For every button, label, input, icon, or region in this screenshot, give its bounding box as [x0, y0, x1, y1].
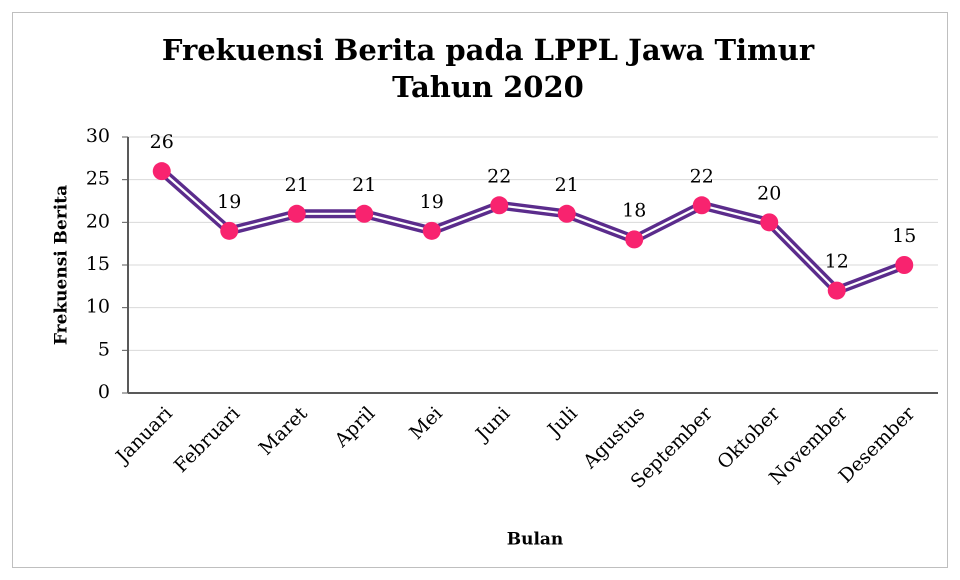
data-label: 21: [555, 174, 579, 196]
x-axis-title: Bulan: [507, 530, 564, 550]
data-label: 19: [420, 191, 444, 213]
marker: [895, 256, 914, 274]
marker: [827, 281, 846, 300]
data-label: 22: [690, 165, 714, 187]
data-label: 18: [622, 199, 646, 221]
data-label: 20: [757, 182, 781, 204]
marker: [287, 204, 306, 223]
data-label: 15: [892, 225, 916, 247]
marker: [692, 196, 711, 215]
marker: [220, 221, 239, 240]
data-label: 26: [150, 131, 174, 153]
y-tick-label: 20: [86, 210, 110, 232]
marker: [152, 162, 171, 181]
y-tick-label: 5: [98, 338, 110, 360]
marker: [355, 204, 374, 223]
chart-frame: [12, 12, 948, 568]
data-label: 22: [487, 165, 511, 187]
data-label: 12: [825, 251, 849, 273]
data-label: 21: [285, 174, 309, 196]
marker: [625, 230, 644, 249]
chart-title: Tahun 2020: [392, 70, 584, 104]
marker: [557, 204, 576, 223]
data-label: 19: [217, 191, 241, 213]
y-tick-label: 10: [86, 296, 110, 318]
y-tick-label: 30: [86, 125, 110, 147]
chart-title: Frekuensi Berita pada LPPL Jawa Timur: [162, 33, 815, 67]
y-axis-title: Frekuensi Berita: [52, 185, 72, 345]
series-line-inner: [161, 170, 905, 292]
y-tick-label: 0: [98, 381, 110, 403]
y-tick-label: 25: [86, 168, 110, 190]
marker: [422, 221, 441, 240]
y-tick-label: 15: [86, 253, 110, 275]
marker: [760, 213, 779, 232]
data-label: 21: [352, 174, 376, 196]
marker: [490, 196, 509, 215]
